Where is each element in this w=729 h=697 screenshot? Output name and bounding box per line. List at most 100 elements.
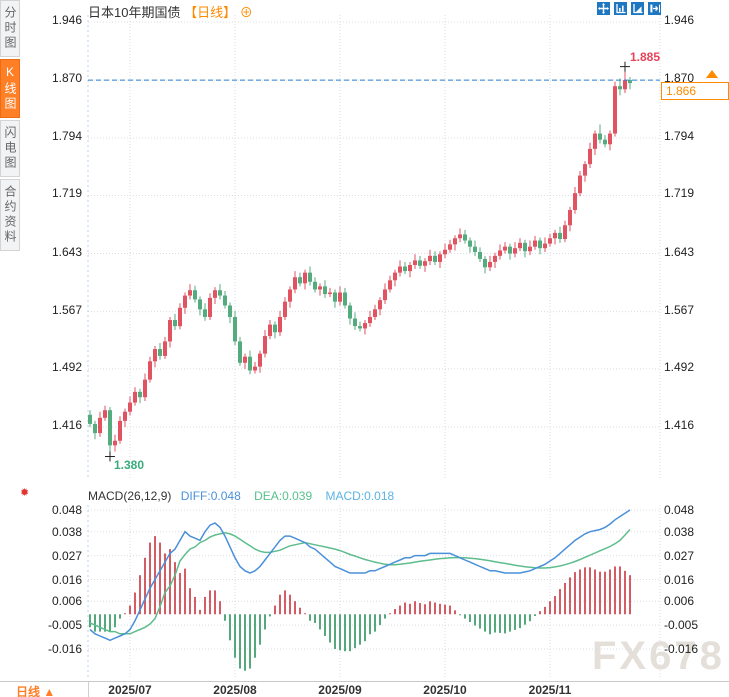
candle-body — [143, 379, 147, 398]
period-selector[interactable]: 日线 ▲ — [16, 685, 56, 697]
candle-body — [223, 295, 227, 306]
candle-body — [93, 423, 97, 434]
price-up-arrow-icon — [706, 70, 718, 78]
y-axis-label: 0.048 — [51, 503, 82, 517]
macd-header: MACD(26,12,9) DIFF:0.048 DEA:0.039 MACD:… — [88, 489, 394, 503]
y-axis-label: 1.567 — [51, 302, 82, 317]
x-scale-chart-icon[interactable] — [631, 2, 644, 15]
candle-body — [553, 232, 557, 239]
candle-body — [363, 323, 367, 329]
x-axis-label: 2025/11 — [528, 683, 572, 697]
candle-body — [293, 277, 297, 290]
candle-body — [123, 411, 127, 421]
candle-body — [348, 305, 352, 319]
last-price-badge: 1.866 — [661, 82, 729, 100]
candle-body — [558, 232, 562, 240]
add-indicator-icon[interactable]: ⊕ — [239, 5, 253, 20]
candle-body — [103, 410, 107, 418]
sidebar: 分时图 K线图 闪电图 合约资料 — [0, 0, 20, 253]
candle-body — [583, 164, 587, 176]
candle-body — [343, 292, 347, 306]
sidebar-item-contract-info[interactable]: 合约资料 — [0, 179, 20, 251]
y-axis-label: 0.027 — [51, 548, 82, 563]
candle-body — [468, 240, 472, 247]
y-axis-label: 1.492 — [51, 359, 82, 374]
candle-body — [498, 250, 502, 256]
candle-body — [168, 320, 172, 342]
candle-body — [523, 242, 527, 252]
candle-body — [408, 265, 412, 272]
candle-body — [608, 133, 612, 145]
candle-body — [533, 240, 537, 247]
candle-body — [538, 240, 542, 249]
y-axis-label: -0.005 — [47, 618, 82, 633]
candle-body — [248, 356, 252, 371]
pan-right-icon[interactable] — [648, 2, 661, 15]
macd-hist-value: MACD:0.018 — [325, 489, 395, 503]
y-axis-label: 1.492 — [664, 359, 695, 374]
y-axis-label: 1.870 — [51, 71, 82, 86]
y-axis-label: 1.567 — [664, 302, 695, 317]
y-axis-label: -0.016 — [47, 642, 82, 656]
y-axis-label: 0.006 — [664, 594, 695, 609]
candle-body — [453, 238, 457, 245]
y-scale-chart-icon[interactable] — [614, 2, 627, 15]
candle-body — [208, 297, 212, 317]
macd-diff-value: DIFF:0.048 — [180, 489, 241, 503]
candle-body — [463, 234, 467, 241]
candle-body — [548, 238, 552, 244]
candle-body — [403, 266, 407, 272]
candle-body — [133, 391, 137, 403]
candle-body — [518, 242, 522, 249]
candle-body — [108, 410, 112, 446]
candle-body — [398, 266, 402, 273]
low-price-label: 1.380 — [114, 458, 145, 472]
candle-body — [478, 252, 482, 259]
candle-body — [358, 326, 362, 329]
y-axis-label: 0.048 — [664, 503, 695, 517]
dea-line — [89, 528, 631, 635]
candle-body — [393, 272, 397, 281]
candle-body — [493, 255, 497, 262]
candle-body — [183, 295, 187, 308]
y-axis-label: 0.016 — [664, 572, 695, 587]
chevron-up-icon: ▲ — [43, 685, 56, 697]
candle-body — [473, 246, 477, 253]
candle-body — [593, 133, 597, 149]
candle-body — [418, 260, 422, 266]
candle-body — [618, 86, 622, 90]
candle-body — [543, 243, 547, 249]
candle-body — [173, 320, 177, 327]
bottom-bar: 日线 ▲ 2025/07 2025/08 2025/09 2025/10 2025/11 — [0, 681, 729, 697]
candle-body — [258, 353, 262, 367]
indicator-settings-icon[interactable]: ✹ — [20, 487, 30, 499]
title-bar: 日本10年期国债 【日线】 ⊕ — [88, 2, 253, 21]
candle-body — [428, 255, 432, 262]
candle-body — [288, 289, 292, 302]
sidebar-item-kline[interactable]: K线图 — [0, 59, 20, 118]
candle-body — [188, 290, 192, 296]
candle-body — [323, 286, 327, 295]
candle-body — [193, 290, 197, 300]
candle-body — [433, 255, 437, 262]
candle-body — [198, 299, 202, 310]
sidebar-item-lightning[interactable]: 闪电图 — [0, 120, 20, 177]
candle-body — [588, 148, 592, 165]
sidebar-item-timeline[interactable]: 分时图 — [0, 0, 20, 57]
candle-body — [328, 292, 332, 295]
candle-body — [448, 244, 452, 250]
y-axis-label: 1.719 — [51, 186, 82, 201]
candle-body — [423, 261, 427, 266]
y-axis-label: 0.038 — [664, 524, 695, 539]
candle-body — [98, 417, 102, 434]
candle-body — [338, 292, 342, 302]
high-price-label: 1.885 — [630, 50, 661, 64]
candle-body — [238, 341, 242, 363]
candle-body — [378, 300, 382, 310]
y-axis-label: -0.005 — [664, 618, 699, 633]
y-axis-label: 1.416 — [664, 418, 695, 432]
candle-body — [158, 349, 162, 356]
candle-body — [268, 324, 272, 337]
crosshair-icon[interactable] — [597, 2, 610, 15]
